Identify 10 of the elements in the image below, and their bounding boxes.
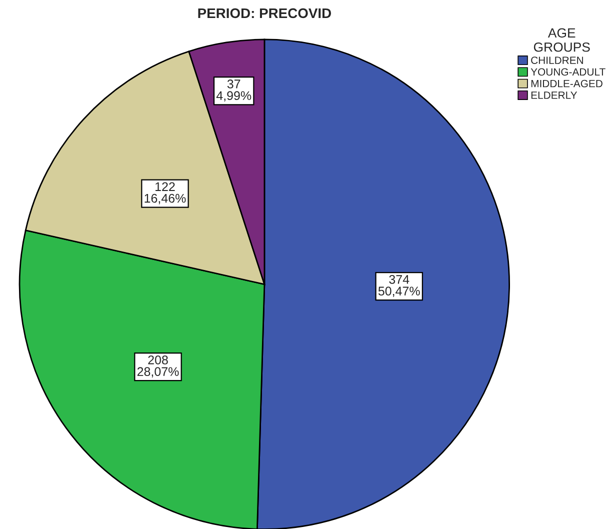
data-label: 208 28,07% [137, 356, 179, 378]
legend-label: MIDDLE-AGED [531, 80, 602, 88]
data-label: 122 16,46% [144, 182, 186, 204]
data-label: 37 4,99% [216, 80, 252, 102]
chart-title: PERIOD: PRECOVID [198, 8, 332, 18]
data-label: 374 50,47% [378, 275, 420, 297]
legend-label: CHILDREN [531, 56, 583, 64]
legend-label: ELDERLY [531, 92, 578, 99]
legend-title: AGE GROUPS [534, 28, 590, 52]
legend-label: YOUNG-ADULT [530, 68, 606, 76]
